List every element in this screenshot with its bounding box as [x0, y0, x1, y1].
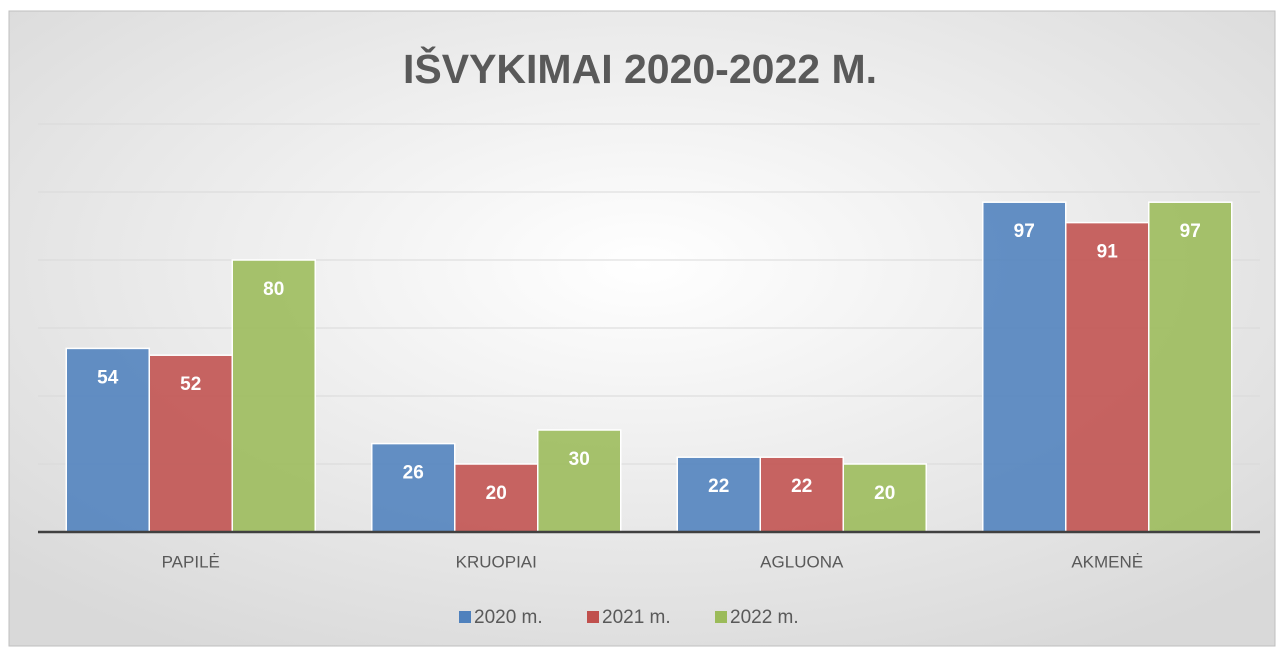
- data-label: 54: [97, 367, 119, 388]
- chart-title: IŠVYKIMAI 2020-2022 M.: [403, 46, 877, 92]
- data-label: 26: [403, 463, 424, 484]
- legend-swatch: [459, 611, 471, 623]
- bar: [982, 201, 1067, 533]
- bar: [1148, 201, 1233, 533]
- bar: [842, 463, 927, 533]
- legend-label: 2020 m.: [474, 607, 543, 628]
- data-label: 52: [180, 374, 201, 395]
- data-label: 97: [1180, 221, 1201, 242]
- x-tick-label: AKMENĖ: [1071, 552, 1143, 571]
- bar: [676, 456, 761, 533]
- legend-swatch: [587, 611, 599, 623]
- bar: [148, 354, 233, 533]
- data-label: 20: [874, 483, 895, 504]
- data-label: 97: [1014, 221, 1035, 242]
- data-label: 91: [1097, 242, 1119, 263]
- data-label: 22: [791, 476, 812, 497]
- x-tick-label: AGLUONA: [760, 552, 844, 571]
- data-label: 22: [708, 476, 729, 497]
- x-tick-label: PAPILĖ: [162, 552, 220, 571]
- data-label: 80: [263, 279, 284, 300]
- legend-swatch: [715, 611, 727, 623]
- bar: [371, 442, 456, 533]
- bar: [759, 456, 844, 533]
- data-label: 30: [569, 449, 590, 470]
- bar: [231, 259, 316, 533]
- bar: [537, 429, 622, 533]
- bar: [1065, 221, 1150, 533]
- x-tick-label: KRUOPIAI: [456, 552, 537, 571]
- bar: [454, 463, 539, 533]
- bar: [65, 347, 150, 533]
- legend-label: 2021 m.: [602, 607, 671, 628]
- data-label: 20: [486, 483, 507, 504]
- legend-label: 2022 m.: [730, 607, 799, 628]
